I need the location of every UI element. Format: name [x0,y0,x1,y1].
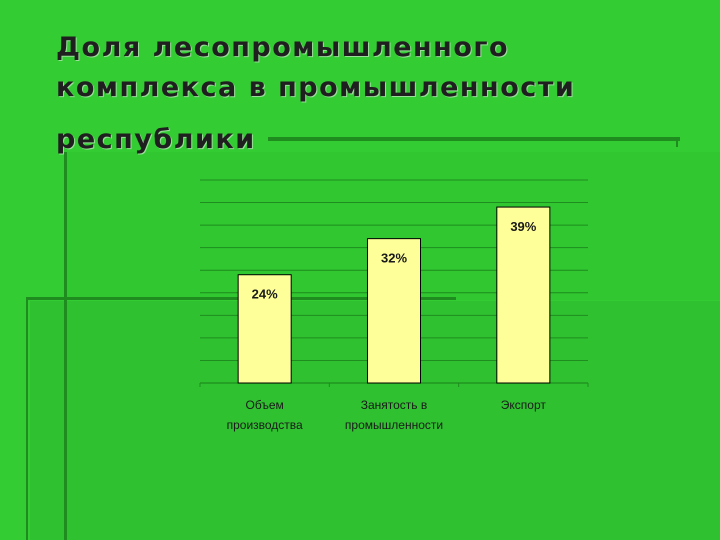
chart-labels: 24% Объем производства 32% Занятость в промыш… [227,219,547,432]
decorative-tick [676,137,678,147]
decorative-title-underline [268,137,680,141]
category-label: Занятость в [361,398,428,412]
decorative-left-line [26,297,28,540]
bar-1 [237,274,292,384]
chart-bars [237,206,551,384]
chart-axis [199,382,589,387]
data-label: 39% [510,219,536,234]
category-label: Объем [246,398,284,412]
data-label: 32% [381,251,407,266]
category-label: промышленности [345,418,443,432]
title-line-1: Доля лесопромышленного [56,32,510,63]
bar-3 [496,206,551,384]
decorative-vertical-line [64,152,67,540]
category-label: Экспорт [501,398,547,412]
category-label: производства [227,418,303,432]
title-line-2: комплекса в промышленности [56,72,576,103]
slide-title: Доля лесопромышленного комплекса в промы… [56,28,696,160]
data-label: 24% [252,287,278,302]
bar-2 [366,238,422,384]
title-line-3: республики [56,124,256,155]
